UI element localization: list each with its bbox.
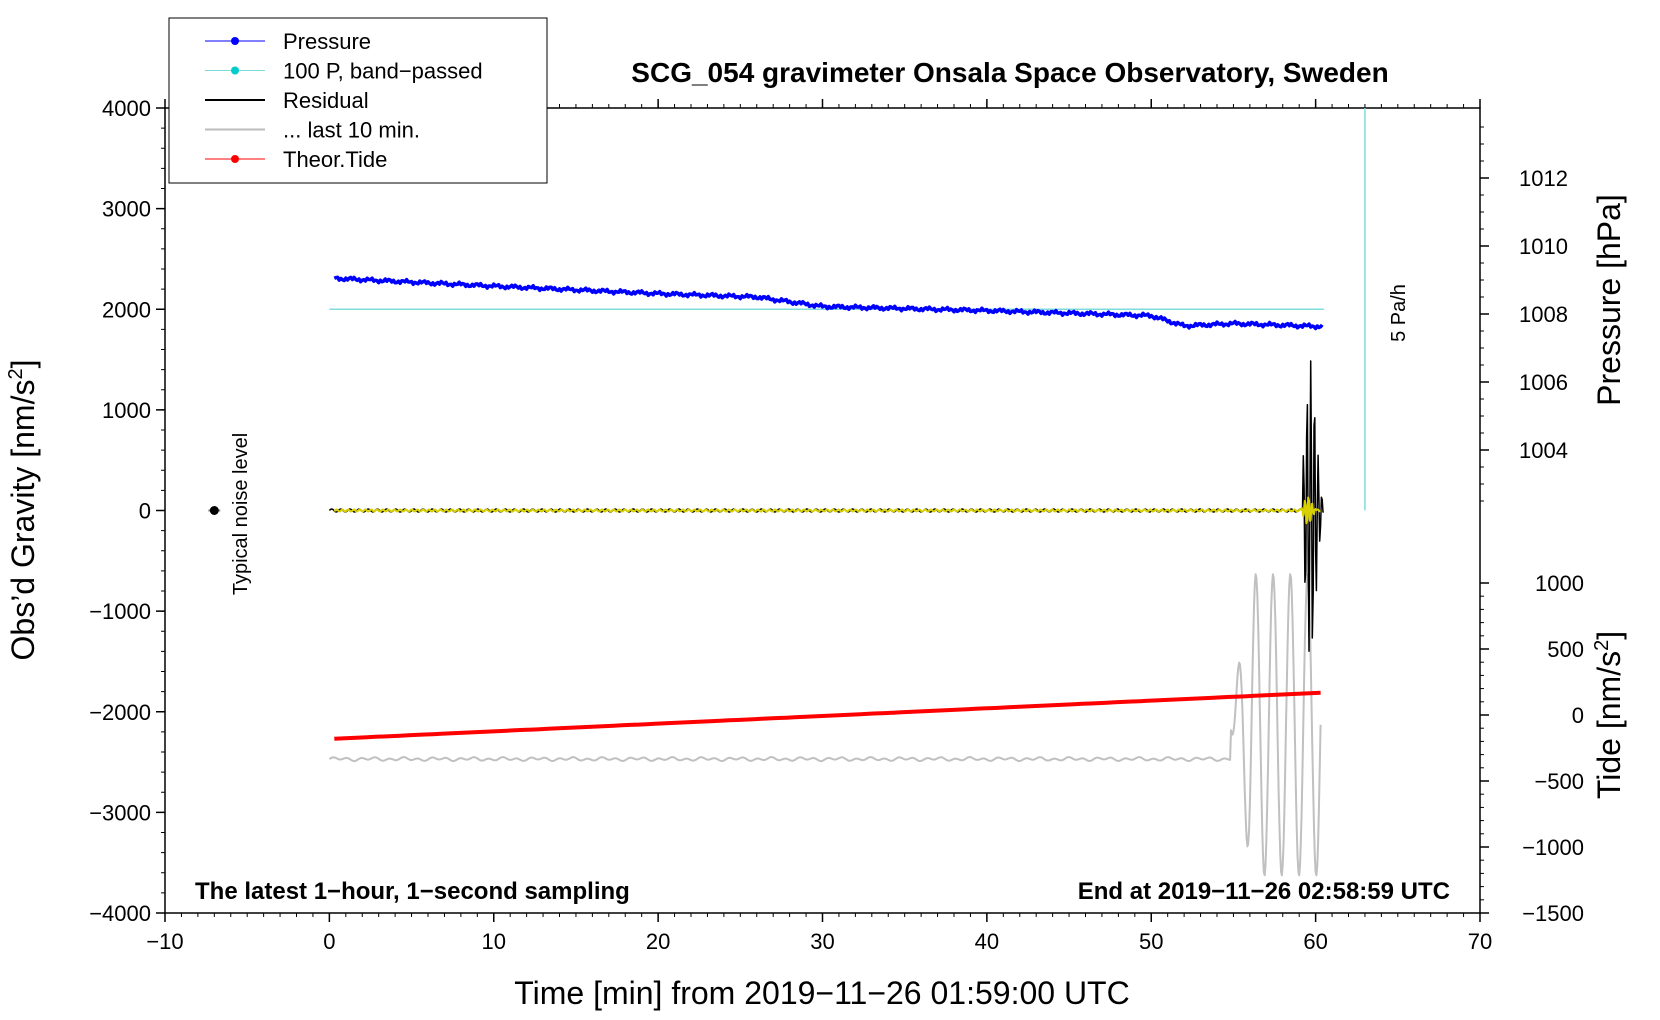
end-time-annotation: End at 2019−11−26 02:58:59 UTC <box>1078 878 1450 905</box>
y-tick-label: −2000 <box>89 700 151 725</box>
tide-tick-label: −1500 <box>1522 901 1584 926</box>
x-tick-label: −10 <box>146 929 183 954</box>
series-pressure-line <box>333 275 1324 331</box>
y-axis-title-tide-text: Tide [nm/s <box>1591 651 1627 799</box>
y-tick-label: 1000 <box>102 398 151 423</box>
x-tick-label: 30 <box>810 929 834 954</box>
y-axis-title-tide-sup: 2 <box>1591 640 1613 651</box>
chart-title: SCG_054 gravimeter Onsala Space Observat… <box>631 57 1388 88</box>
y-axis-title-left-text: Obs’d Gravity [nm/s <box>5 380 41 661</box>
x-tick-label: 70 <box>1468 929 1492 954</box>
x-tick-label: 10 <box>482 929 506 954</box>
legend-label: Residual <box>283 88 369 113</box>
series-layer <box>208 108 1366 877</box>
legend-marker <box>231 155 239 163</box>
legend-label: Pressure <box>283 29 371 54</box>
pressure-tick-label: 1010 <box>1519 234 1568 259</box>
axis-ticks: −10 0 10 20 30 40 50 60 70 −4000 −3000 −2000 −1000 0 1… <box>89 96 1584 954</box>
y-axis-title-pressure: Pressure [hPa] <box>1591 194 1627 406</box>
legend-items: Pressure 100 P, band−passed Residual ... la… <box>205 29 483 172</box>
y-tick-label: 3000 <box>102 197 151 222</box>
y-axis-title-tide-close: ] <box>1591 631 1627 640</box>
rate-marker-label: 5 Pa/h <box>1388 284 1410 342</box>
noise-level-label: Typical noise level <box>230 433 252 595</box>
series-tide-line <box>334 690 1321 741</box>
y-tick-label: 2000 <box>102 297 151 322</box>
noise-level-marker <box>209 506 219 515</box>
tide-tick-label: 0 <box>1572 703 1584 728</box>
x-tick-label: 0 <box>323 929 335 954</box>
series-residual-line <box>328 360 1324 652</box>
pressure-tick-label: 1008 <box>1519 302 1568 327</box>
legend-marker <box>231 37 239 45</box>
y-axis-title-tide: Tide [nm/s2] <box>1591 631 1627 799</box>
y-axis-title-left-sup: 2 <box>5 368 27 379</box>
legend-label: 100 P, band−passed <box>283 59 483 84</box>
y-tick-label: −4000 <box>89 901 151 926</box>
tide-tick-label: 1000 <box>1535 571 1584 596</box>
series-residual-filtered-line <box>333 496 1321 525</box>
legend: Pressure 100 P, band−passed Residual ... la… <box>168 17 548 184</box>
sampling-annotation: The latest 1−hour, 1−second sampling <box>195 878 630 905</box>
legend-marker <box>231 66 239 75</box>
y-axis-title-left-close: ] <box>5 360 41 369</box>
pressure-tick-label: 1006 <box>1519 370 1568 395</box>
pressure-tick-label: 1012 <box>1519 166 1568 191</box>
x-tick-label: 50 <box>1139 929 1163 954</box>
series-last10min-line <box>328 573 1322 877</box>
tide-tick-label: 500 <box>1547 637 1584 662</box>
pressure-tick-label: 1004 <box>1519 438 1568 463</box>
y-tick-label: 0 <box>139 499 151 524</box>
legend-label: ... last 10 min. <box>283 118 420 143</box>
x-tick-label: 40 <box>975 929 999 954</box>
y-tick-label: 4000 <box>102 96 151 121</box>
tide-tick-label: −1000 <box>1522 835 1584 860</box>
x-axis-title: Time [min] from 2019−11−26 01:59:00 UTC <box>514 975 1129 1011</box>
x-tick-label: 60 <box>1303 929 1327 954</box>
legend-label: Theor.Tide <box>283 147 387 172</box>
y-axis-title-left: Obs’d Gravity [nm/s2] <box>5 360 41 661</box>
y-tick-label: −1000 <box>89 599 151 624</box>
x-tick-label: 20 <box>646 929 670 954</box>
y-tick-label: −3000 <box>89 800 151 825</box>
tide-tick-label: −500 <box>1534 769 1584 794</box>
